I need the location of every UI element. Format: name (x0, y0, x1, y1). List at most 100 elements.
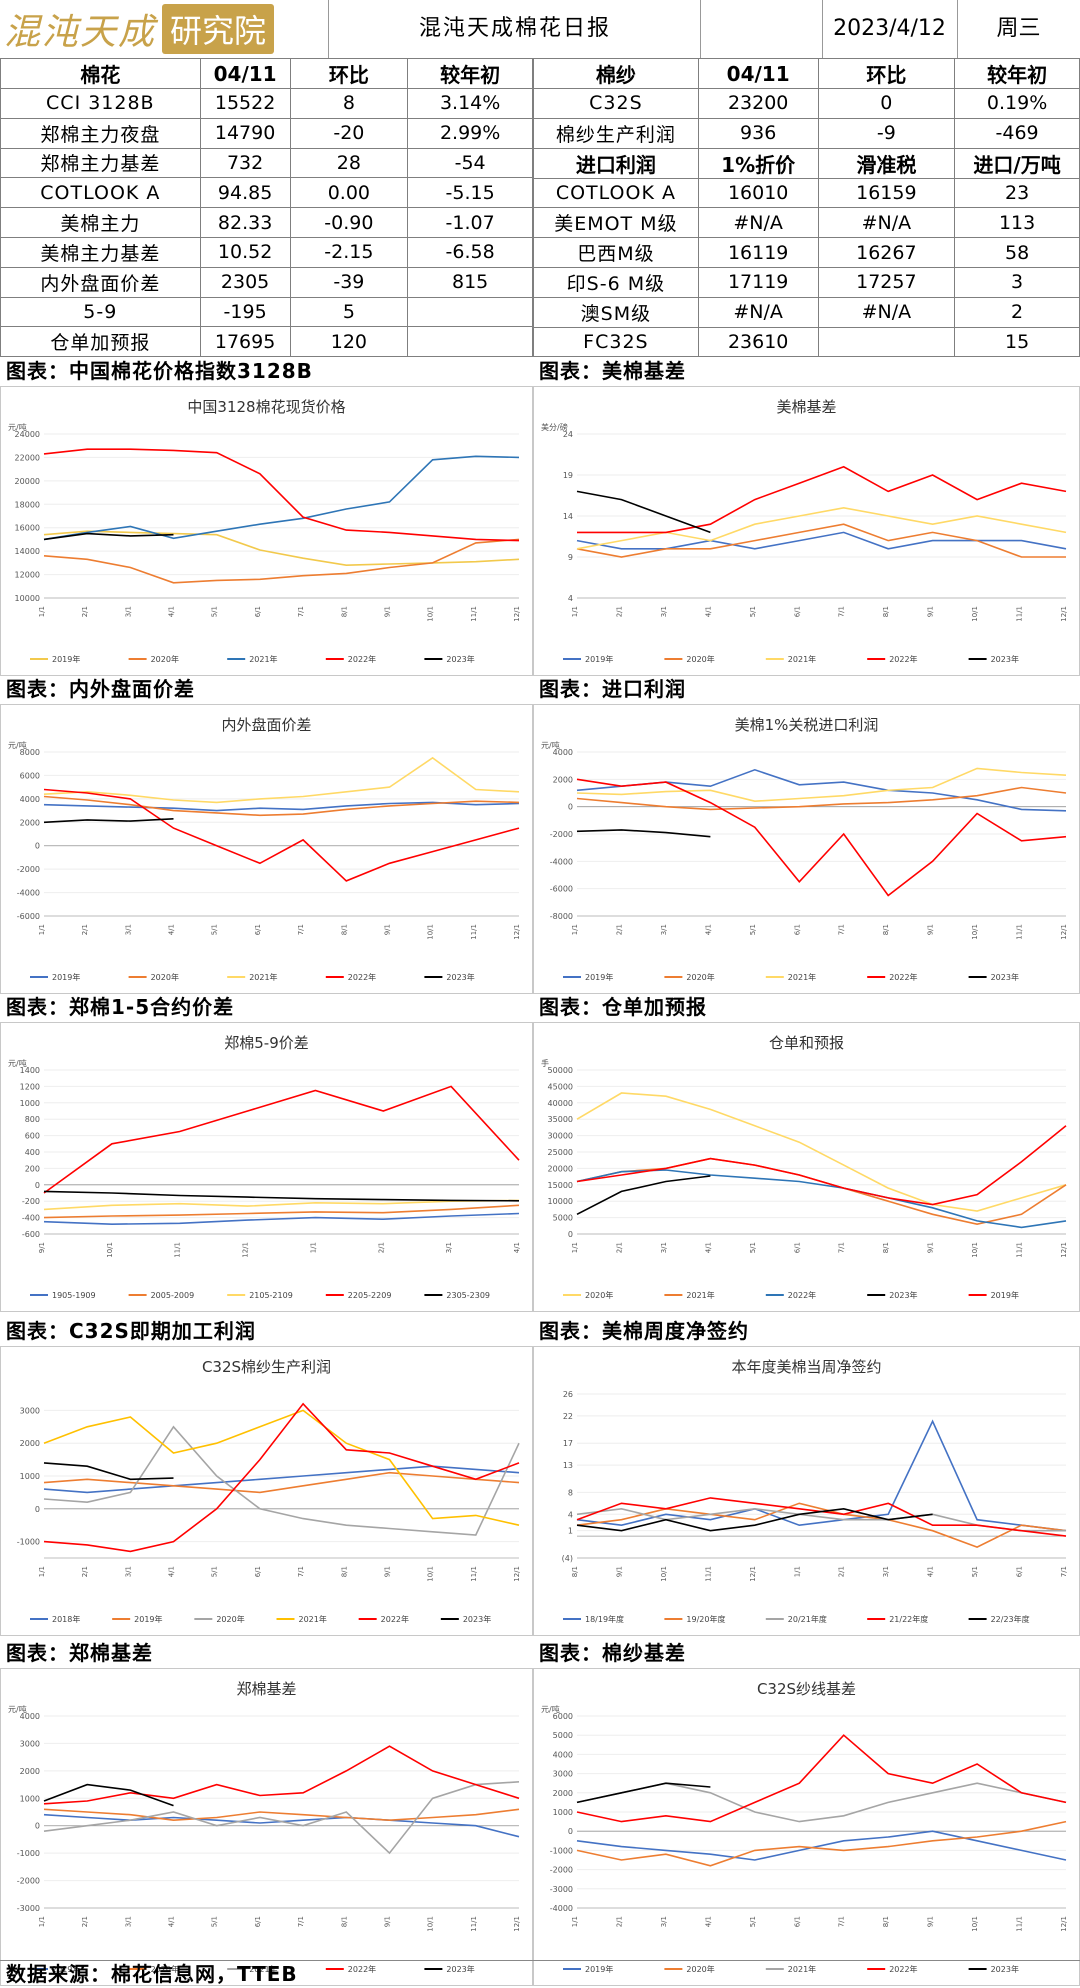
y-tick-label: -2000 (550, 1866, 573, 1875)
legend-entry: 2020年 (686, 972, 714, 982)
x-tick-label: 9/1 (383, 606, 391, 617)
y-tick-label: 12000 (15, 571, 40, 580)
table-cell: 郑棉主力夜盘 (0, 117, 201, 149)
table-cell: 10.52 (199, 236, 291, 268)
x-tick-label: 9/1 (38, 1242, 46, 1253)
series-line (43, 788, 520, 882)
x-tick-label: 4/1 (168, 606, 176, 617)
y-tick-label: -600 (22, 1230, 40, 1239)
series-line (43, 1462, 174, 1481)
data-source: 数据来源：棉花信息网，TTEB (0, 1960, 1080, 1988)
x-tick-label: 4/1 (513, 1242, 521, 1253)
x-tick-label: 8/1 (882, 1916, 890, 1927)
x-tick-label: 2/1 (81, 1916, 89, 1927)
x-tick-label: 4/1 (927, 1566, 935, 1577)
y-axis-label: 元/吨 (8, 1704, 27, 1714)
series-line (43, 532, 174, 541)
y-tick-label: 35000 (548, 1115, 573, 1124)
series-line (43, 455, 520, 541)
y-axis-label: 美分/磅 (541, 422, 568, 432)
x-tick-label: 3/1 (124, 606, 132, 617)
y-tick-label: 5000 (553, 1731, 573, 1740)
y-tick-label: 1000 (20, 1472, 40, 1481)
y-tick-label: -6000 (550, 885, 573, 894)
x-tick-label: 1/1 (571, 1916, 579, 1927)
table-row: 郑棉主力基差 732 28 -54 (0, 147, 533, 179)
table-cell: -39 (289, 266, 409, 298)
x-tick-label: 10/1 (971, 606, 979, 622)
x-tick-label: 11/1 (470, 1916, 478, 1932)
table-header-cell: 较年初 (407, 58, 533, 89)
legend-entry: 1905-1909 (52, 1291, 96, 1300)
table-cell: 17119 (697, 266, 819, 298)
legend-entry: 2018年 (52, 1614, 80, 1624)
legend-entry: 2020年 (585, 1290, 613, 1300)
table-cell (407, 296, 533, 328)
x-tick-label: 8/1 (340, 606, 348, 617)
y-tick-label: 1400 (20, 1066, 40, 1075)
table-cell: 15522 (199, 88, 291, 119)
y-tick-label: 14000 (15, 547, 40, 556)
y-tick-label: 4000 (553, 748, 573, 757)
x-tick-label: 4/1 (168, 1916, 176, 1927)
chart-frame (0, 704, 533, 994)
series-line (576, 1820, 1067, 1867)
x-tick-label: 2/1 (377, 1242, 385, 1253)
y-tick-label: 2000 (20, 1439, 40, 1448)
x-tick-label: 2/1 (615, 606, 623, 617)
y-axis-label: 元/吨 (541, 1704, 560, 1714)
legend-entry: 22/23年度 (991, 1614, 1030, 1624)
table-cell: -54 (407, 147, 533, 179)
table-cell: -1.07 (407, 207, 533, 238)
y-tick-label: 200 (25, 1164, 40, 1173)
legend-entry: 2021年 (249, 654, 277, 664)
chart-frame (533, 1022, 1080, 1312)
y-tick-label: 5000 (553, 1214, 573, 1223)
x-tick-label: 10/1 (427, 924, 435, 940)
x-tick-label: 4/1 (168, 924, 176, 935)
x-tick-label: 9/1 (383, 924, 391, 935)
table-cell: 120 (289, 326, 409, 358)
x-tick-label: 11/1 (704, 1566, 712, 1582)
y-tick-label: 3000 (20, 1406, 40, 1415)
legend-entry: 2023年 (463, 1614, 491, 1624)
series-line (43, 1085, 520, 1194)
table-cell: 113 (954, 207, 1080, 239)
y-tick-label: 9 (568, 553, 573, 562)
x-tick-label: 5/1 (749, 924, 757, 935)
y-tick-label: 6000 (553, 1712, 573, 1721)
y-tick-label: 25000 (548, 1148, 573, 1157)
x-tick-label: 9/1 (927, 1242, 935, 1253)
y-tick-label: 4000 (20, 1712, 40, 1721)
series-line (576, 506, 1067, 550)
chart-title: 郑棉5-9价差 (224, 1034, 309, 1052)
y-tick-label: -3000 (550, 1885, 573, 1894)
x-tick-label: 9/1 (927, 606, 935, 617)
x-tick-label: 8/1 (882, 1242, 890, 1253)
legend-entry: 2305-2309 (446, 1291, 490, 1300)
table-cell: 郑棉主力基差 (0, 147, 201, 179)
table-header-cell: 较年初 (954, 58, 1080, 89)
table-cell: 16010 (697, 177, 819, 209)
legend-entry: 19/20年度 (686, 1614, 725, 1624)
series-line (576, 1125, 1067, 1206)
table-cell: 94.85 (199, 177, 291, 209)
series-line (43, 1745, 520, 1805)
x-tick-label: 7/1 (297, 924, 305, 935)
series-line (576, 778, 1067, 897)
series-line (43, 1781, 520, 1855)
table-cell: 23 (954, 177, 1080, 209)
table-header-cell: 滑准税 (817, 147, 956, 179)
x-tick-label: 1/1 (571, 924, 579, 935)
series-line (43, 1471, 520, 1494)
y-tick-label: 40000 (548, 1099, 573, 1108)
chart-section-title: 图表：美棉周度净签约 (539, 1319, 749, 1343)
legend-entry: 2019年 (52, 972, 80, 982)
table-row: 郑棉主力夜盘 14790 -20 2.99% (0, 117, 533, 149)
y-axis-label: 元/吨 (8, 740, 27, 750)
y-tick-label: -2000 (550, 830, 573, 839)
